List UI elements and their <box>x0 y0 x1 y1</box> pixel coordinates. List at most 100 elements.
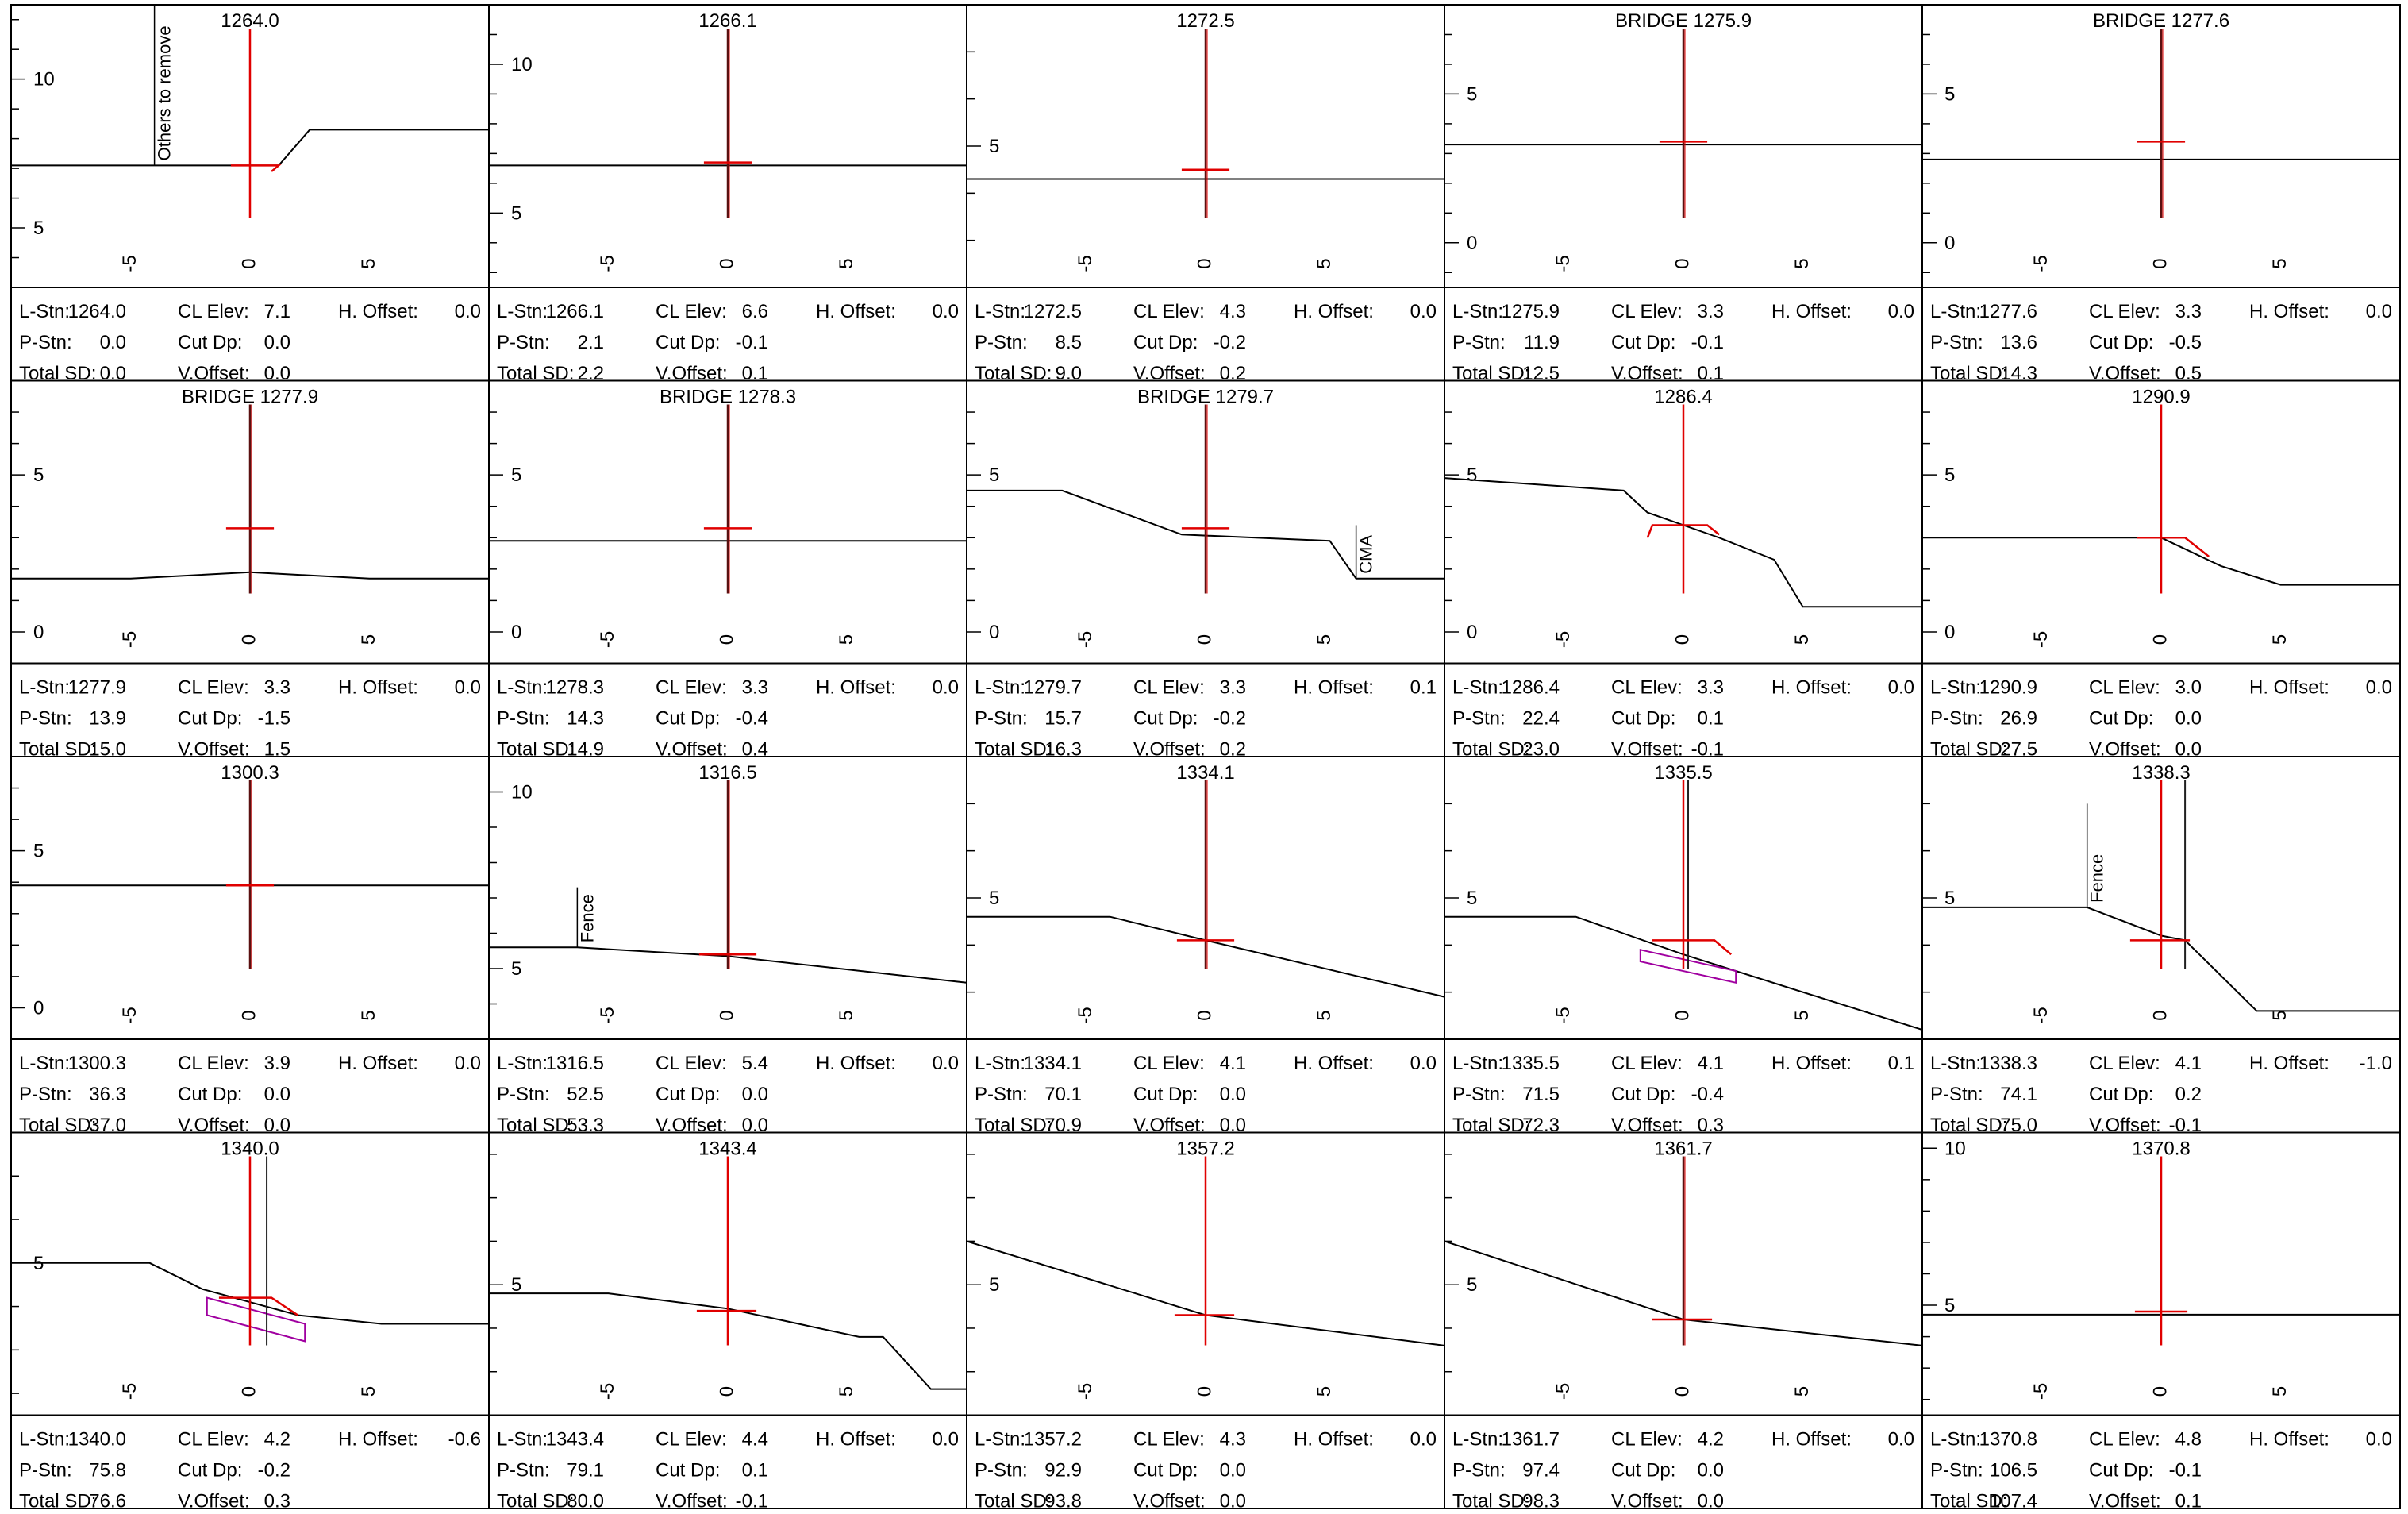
x-tick-label: 0 <box>1671 1386 1693 1397</box>
info-label-h-offset: H. Offset: <box>1771 677 1852 699</box>
info-value-v-offset: 0.3 <box>264 1491 290 1511</box>
info-label-cut-dp: Cut Dp: <box>1133 1084 1198 1105</box>
x-tick-label: -5 <box>1552 1383 1574 1400</box>
y-tick-label: 0 <box>33 622 44 643</box>
annotation-label: Fence <box>2087 854 2107 903</box>
x-tick-label: 5 <box>2269 634 2291 645</box>
info-value-total-sd: 98.3 <box>1522 1491 1560 1511</box>
info-label-cl-elev: CL Elev: <box>178 1053 249 1074</box>
info-value-l-stn: 1335.5 <box>1502 1053 1560 1074</box>
info-label-h-offset: H. Offset: <box>816 677 896 699</box>
info-label-l-stn: L-Stn: <box>19 1429 70 1450</box>
info-value-cut-dp: -0.4 <box>736 708 768 730</box>
structure-box <box>1639 949 1737 984</box>
info-label-cut-dp: Cut Dp: <box>656 708 720 730</box>
info-value-cl-elev: 4.1 <box>1698 1053 1724 1074</box>
info-label-cut-dp: Cut Dp: <box>178 708 242 730</box>
annotation-label: CMA <box>1356 534 1376 573</box>
info-value-cut-dp: -0.1 <box>2169 1460 2202 1481</box>
info-value-h-offset: 0.0 <box>933 1429 959 1450</box>
info-value-l-stn: 1340.0 <box>68 1429 126 1450</box>
annotation-label: Others to remove <box>155 25 175 160</box>
section-title: 1357.2 <box>1176 1138 1234 1160</box>
plot-area <box>1922 1156 2400 1346</box>
info-label-cut-dp: Cut Dp: <box>1611 332 1675 353</box>
x-tick-label: 5 <box>836 1386 857 1397</box>
info-value-cut-dp: 0.0 <box>2175 708 2202 730</box>
info-value-cut-dp: -0.2 <box>258 1460 290 1481</box>
info-label-cl-elev: CL Elev: <box>178 301 249 322</box>
x-tick-label: -5 <box>1075 631 1096 648</box>
x-tick-label: 5 <box>2269 1386 2291 1397</box>
info-label-cl-elev: CL Elev: <box>656 1429 727 1450</box>
info-label-l-stn: L-Stn: <box>497 301 548 322</box>
y-tick-label: 5 <box>989 888 999 909</box>
info-value-h-offset: 0.0 <box>1888 301 1914 322</box>
x-tick-label: 0 <box>2149 1386 2171 1397</box>
info-label-l-stn: L-Stn: <box>975 1053 1025 1074</box>
info-label-h-offset: H. Offset: <box>816 301 896 322</box>
info-label-cl-elev: CL Elev: <box>1133 1053 1205 1074</box>
info-value-cut-dp: -0.2 <box>1214 332 1246 353</box>
info-value-cut-dp: -0.4 <box>1691 1084 1724 1105</box>
structure-box <box>206 1296 306 1343</box>
info-label-cut-dp: Cut Dp: <box>1133 332 1198 353</box>
info-value-h-offset: 0.0 <box>933 301 959 322</box>
info-label-p-stn: P-Stn: <box>975 332 1028 353</box>
info-value-total-sd: 107.4 <box>1990 1491 2037 1511</box>
info-label-h-offset: H. Offset: <box>1771 1053 1852 1074</box>
design-template <box>218 1296 298 1316</box>
info-value-cut-dp: -1.5 <box>258 708 290 730</box>
info-label-p-stn: P-Stn: <box>975 1460 1028 1481</box>
info-label-total-sd: Total SD: <box>497 1491 574 1511</box>
section-panel: 0 5 -5 0 5 BRIDGE 1277.9 L-Stn:1277.9 CL Elev: 3… <box>10 379 490 761</box>
info-label-total-sd: Total SD: <box>1930 1491 2007 1511</box>
design-template <box>230 164 282 172</box>
info-label-h-offset: H. Offset: <box>2249 301 2329 322</box>
info-value-cut-dp: -0.1 <box>1691 332 1724 353</box>
info-label-h-offset: H. Offset: <box>338 1429 418 1450</box>
x-tick-label: 5 <box>358 258 379 268</box>
y-tick-label: 0 <box>33 997 44 1019</box>
x-tick-label: -5 <box>597 631 618 648</box>
y-tick-label: 10 <box>511 54 533 75</box>
info-value-l-stn: 1334.1 <box>1024 1053 1082 1074</box>
y-tick-label: 5 <box>989 1274 999 1296</box>
x-tick-label: 0 <box>1194 258 1215 268</box>
info-value-h-offset: 0.0 <box>1410 1053 1437 1074</box>
info-value-cut-dp: 0.1 <box>742 1460 768 1481</box>
info-value-h-offset: 0.0 <box>933 1053 959 1074</box>
section-title: BRIDGE 1279.7 <box>1137 387 1274 408</box>
ground-line <box>1444 477 1922 608</box>
info-label-cl-elev: CL Elev: <box>1611 1429 1683 1450</box>
plot-area <box>489 404 967 594</box>
plot-area <box>489 29 967 218</box>
info-label-p-stn: P-Stn: <box>497 708 550 730</box>
y-tick-label: 5 <box>33 464 44 486</box>
y-tick-label: 5 <box>33 218 44 239</box>
info-value-cl-elev: 3.3 <box>1220 677 1246 699</box>
x-tick-label: -5 <box>1075 255 1096 272</box>
ground-line <box>967 915 1444 998</box>
y-tick-label: 10 <box>511 782 533 803</box>
info-value-l-stn: 1264.0 <box>68 301 126 322</box>
info-label-p-stn: P-Stn: <box>1452 332 1506 353</box>
info-value-cut-dp: 0.0 <box>1220 1084 1246 1105</box>
x-tick-label: 0 <box>238 258 260 268</box>
info-label-cut-dp: Cut Dp: <box>2089 708 2153 730</box>
info-value-cl-elev: 4.4 <box>742 1429 768 1450</box>
section-title: 1338.3 <box>2132 762 2190 784</box>
info-label-p-stn: P-Stn: <box>975 708 1028 730</box>
x-tick-label: 5 <box>836 634 857 645</box>
info-value-l-stn: 1290.9 <box>1979 677 2037 699</box>
info-value-p-stn: 15.7 <box>1044 708 1082 730</box>
design-template <box>2137 537 2210 557</box>
ground-line <box>489 946 967 984</box>
x-tick-label: -5 <box>1075 1383 1096 1400</box>
section-title: 1290.9 <box>2132 387 2190 408</box>
info-label-l-stn: L-Stn: <box>975 301 1025 322</box>
